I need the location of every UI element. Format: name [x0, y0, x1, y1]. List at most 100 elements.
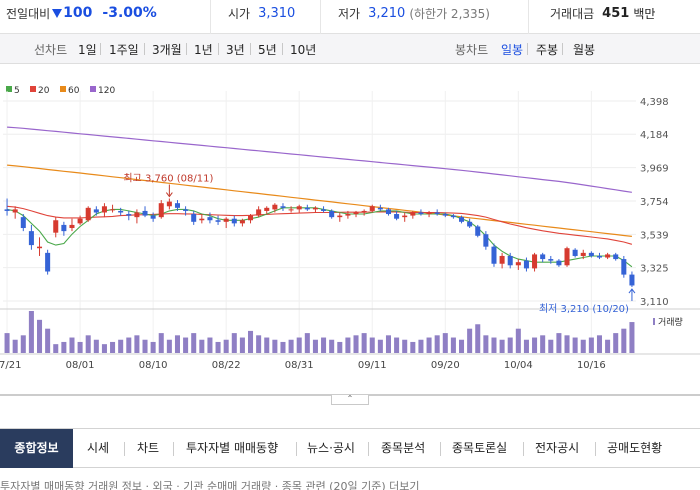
volume-bar	[580, 339, 586, 353]
candle-body	[450, 215, 456, 218]
candle-body	[45, 252, 51, 272]
volume-bar	[296, 337, 302, 353]
volume-bar	[605, 339, 611, 353]
volume-bar	[564, 335, 570, 353]
volume-bar	[556, 333, 562, 353]
candle-body	[345, 214, 351, 216]
tab-chart[interactable]: 차트	[137, 441, 160, 455]
low-arrow-head	[628, 288, 636, 294]
ma-legend-swatch	[6, 86, 12, 92]
tab-news[interactable]: 뉴스·공시	[307, 441, 355, 455]
period-5y[interactable]: 5년	[258, 43, 277, 57]
candle-body	[280, 206, 286, 208]
change-cell: 전일대비 100 -3.00%	[6, 0, 157, 26]
candle-body	[337, 215, 343, 218]
candle-body	[410, 212, 416, 216]
candle-body	[629, 274, 635, 286]
period-separator	[186, 43, 187, 55]
tab-separator	[296, 442, 297, 456]
volume-bar	[199, 339, 205, 353]
tab-discussion[interactable]: 종목토론실	[452, 441, 508, 455]
candle-body	[369, 206, 375, 211]
volume-bar	[321, 337, 327, 353]
candle-body	[548, 259, 554, 261]
x-tick-label: 10/04	[504, 360, 533, 371]
volume-bar	[288, 339, 294, 353]
volume-bar	[629, 322, 635, 353]
candle-body	[101, 206, 107, 213]
candle-monthly[interactable]: 월봉	[573, 43, 596, 57]
price-annotations: 최고 3,760 (08/11) 최저 3,210 (10/20)	[123, 173, 636, 315]
period-3y[interactable]: 3년	[226, 43, 245, 57]
stock-chart: 5 20 60 120 최고 3,760 (08/11) 최저 3,210 (10/20…	[0, 64, 700, 396]
ma-legend-swatch	[60, 86, 66, 92]
x-tick-label: 10/16	[577, 360, 606, 371]
y-tick-label: 3,539	[640, 230, 669, 241]
volume-bars: 거래량	[4, 311, 683, 353]
volume-bar	[596, 335, 602, 353]
period-1y[interactable]: 1년	[194, 43, 213, 57]
volume-bar	[329, 339, 335, 353]
tab-overview[interactable]: 종합정보	[0, 429, 73, 468]
candle-chart-svg: 5 20 60 120 최고 3,760 (08/11) 최저 3,210 (10/20…	[0, 86, 700, 396]
candle-body	[377, 207, 383, 210]
volume-bar	[215, 341, 221, 353]
tab-analysis[interactable]: 종목분석	[381, 441, 426, 455]
ma-line-20	[7, 205, 633, 245]
tab-short-selling[interactable]: 공매도현황	[607, 441, 663, 455]
volume-bar	[475, 324, 481, 353]
x-tick-label: 09/20	[431, 360, 460, 371]
candle-body	[580, 252, 586, 256]
x-tick-label: 08/01	[66, 360, 95, 371]
candle-body	[523, 260, 529, 269]
candle-body	[296, 206, 302, 210]
volume-bar	[532, 337, 538, 353]
period-separator	[282, 43, 283, 55]
volume-bar	[304, 333, 310, 353]
tab-investor-trading[interactable]: 투자자별 매매동향	[186, 441, 279, 455]
chart-collapse-toggle[interactable]: ⌃	[331, 395, 369, 405]
summary-divider	[320, 0, 321, 34]
x-tick-label: 09/11	[358, 360, 387, 371]
x-tick-label: 07/21	[0, 360, 21, 371]
volume-bar	[20, 335, 26, 353]
volume-bar	[402, 339, 408, 353]
candle-weekly[interactable]: 주봉	[536, 43, 559, 57]
candle-body	[20, 217, 26, 229]
amount-cell: 거래대금 451 백만	[550, 0, 655, 26]
candle-body	[215, 220, 221, 222]
period-10y[interactable]: 10년	[290, 43, 317, 57]
volume-bar	[459, 339, 465, 353]
x-tick-label: 08/22	[212, 360, 241, 371]
candle-body	[158, 203, 164, 218]
volume-bar	[183, 337, 189, 353]
volume-bar	[588, 337, 594, 353]
volume-bar	[101, 344, 107, 353]
volume-bar	[28, 311, 34, 353]
tab-disclosure[interactable]: 전자공시	[535, 441, 580, 455]
tab-separator	[595, 442, 596, 456]
volume-bar	[548, 339, 554, 353]
period-1w[interactable]: 1주일	[109, 43, 139, 57]
candle-daily[interactable]: 일봉	[501, 43, 524, 57]
candle-body	[199, 218, 205, 221]
volume-bar	[467, 328, 473, 353]
volume-bar	[434, 335, 440, 353]
candle-body	[532, 254, 538, 269]
candle-body	[434, 212, 440, 215]
volume-bar	[369, 337, 375, 353]
volume-bar	[166, 339, 172, 353]
period-3m[interactable]: 3개월	[152, 43, 182, 57]
volume-bar	[126, 337, 132, 353]
period-separator	[218, 43, 219, 55]
candle-body	[515, 262, 521, 266]
ma-line-60	[7, 164, 632, 237]
tab-quotes[interactable]: 시세	[87, 441, 110, 455]
candle-body	[394, 214, 400, 219]
period-1d[interactable]: 1일	[78, 43, 97, 57]
volume-bar	[223, 339, 229, 353]
ma-legend-label: 120	[98, 86, 115, 96]
volume-bar	[426, 337, 432, 353]
line-chart-label: 선차트	[34, 43, 68, 57]
